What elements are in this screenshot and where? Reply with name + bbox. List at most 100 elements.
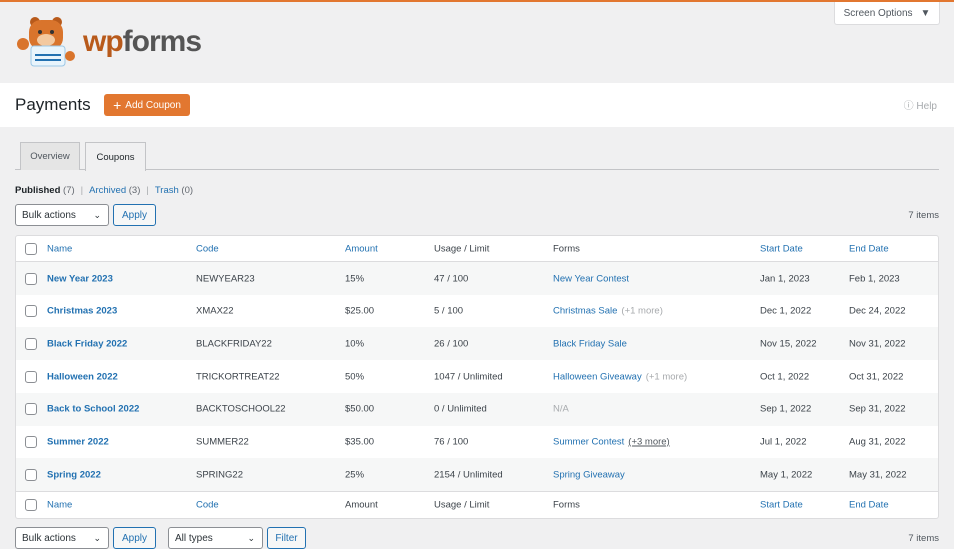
separator: | <box>80 185 84 196</box>
col-end-date[interactable]: End Date <box>849 499 889 511</box>
start-date: May 1, 2022 <box>760 469 813 481</box>
apply-button-top[interactable]: Apply <box>113 204 156 226</box>
items-count-top: 7 items <box>908 210 939 221</box>
types-select[interactable]: All types ⌄ <box>168 527 263 549</box>
filter-trash[interactable]: Trash <box>154 185 179 196</box>
col-amount[interactable]: Amount <box>345 243 378 254</box>
coupon-code: TRICKORTREAT22 <box>196 371 280 383</box>
form-link[interactable]: Summer Contest <box>553 436 625 448</box>
row-checkbox[interactable] <box>25 468 37 481</box>
coupon-amount: 15% <box>345 273 365 284</box>
col-end-date[interactable]: End Date <box>849 243 889 254</box>
screen-options-button[interactable]: Screen Options ▼ <box>834 2 940 25</box>
coupon-name-link[interactable]: Christmas 2023 <box>47 305 118 317</box>
end-date: Oct 31, 2022 <box>849 371 904 383</box>
coupon-usage: 1047 / Unlimited <box>434 371 503 383</box>
col-code[interactable]: Code <box>196 243 219 254</box>
coupon-name-link[interactable]: New Year 2023 <box>47 273 113 284</box>
bear-mascot-icon <box>17 17 75 67</box>
row-checkbox[interactable] <box>25 403 37 416</box>
table-row: Halloween 2022 TRICKORTREAT22 50% 1047 /… <box>16 360 938 393</box>
filter-archived[interactable]: Archived <box>89 185 127 196</box>
coupon-forms: Summer Contest (+3 more) <box>553 437 670 448</box>
row-checkbox[interactable] <box>25 337 37 350</box>
start-date: Dec 1, 2022 <box>760 305 812 317</box>
form-link[interactable]: New Year Contest <box>553 273 630 284</box>
bulk-actions-select-bottom[interactable]: Bulk actions ⌄ <box>15 527 109 549</box>
apply-button-bottom[interactable]: Apply <box>113 527 156 549</box>
form-link[interactable]: Black Friday Sale <box>553 338 627 350</box>
table-row: Back to School 2022 BACKTOSCHOOL22 $50.0… <box>16 392 938 426</box>
coupon-name-link[interactable]: Summer 2022 <box>47 436 109 448</box>
col-name[interactable]: Name <box>47 499 73 511</box>
table-row: Summer 2022 SUMMER22 $35.00 76 / 100 Sum… <box>16 426 938 459</box>
chevron-down-icon: ⌄ <box>93 532 101 543</box>
coupon-code: NEWYEAR23 <box>196 273 255 284</box>
status-filters: Published (7) | Archived (3) | Trash (0) <box>15 185 193 196</box>
help-link[interactable]: ⓘ Help <box>904 97 937 112</box>
help-icon: ⓘ <box>903 101 914 112</box>
end-date: Aug 31, 2022 <box>849 436 906 448</box>
col-start-date[interactable]: Start Date <box>760 499 803 511</box>
bulk-actions-select-top[interactable]: Bulk actions ⌄ <box>15 204 109 226</box>
wpforms-logo: wpforms <box>15 16 202 68</box>
end-date: Sep 31, 2022 <box>849 403 906 415</box>
table-row: Spring 2022 SPRING22 25% 2154 / Unlimite… <box>16 458 938 492</box>
more-forms: (+1 more) <box>645 371 688 383</box>
table-row: New Year 2023 NEWYEAR23 15% 47 / 100 New… <box>16 262 938 295</box>
coupon-forms: Christmas Sale (+1 more) <box>553 306 663 317</box>
table-header: Name Code Amount Usage / Limit Forms Sta… <box>16 236 938 262</box>
start-date: Nov 15, 2022 <box>760 338 817 350</box>
start-date: Jan 1, 2023 <box>760 273 810 284</box>
add-coupon-label: Add Coupon <box>125 99 181 111</box>
coupon-name-link[interactable]: Spring 2022 <box>47 469 101 481</box>
col-amount: Amount <box>345 499 378 511</box>
chevron-down-icon: ⌄ <box>247 532 255 543</box>
coupon-amount: $35.00 <box>345 436 375 448</box>
coupon-code: SUMMER22 <box>196 436 249 448</box>
coupon-usage: 76 / 100 <box>434 436 469 448</box>
row-checkbox[interactable] <box>25 370 37 383</box>
top-accent-bar <box>0 0 954 2</box>
select-all-checkbox[interactable] <box>25 242 37 255</box>
col-usage: Usage / Limit <box>434 499 490 511</box>
row-checkbox[interactable] <box>25 272 37 285</box>
coupon-usage: 47 / 100 <box>434 273 469 284</box>
coupon-name-link[interactable]: Black Friday 2022 <box>47 338 128 350</box>
coupon-amount: 50% <box>345 371 365 383</box>
coupon-usage: 26 / 100 <box>434 338 469 350</box>
row-checkbox[interactable] <box>25 436 37 448</box>
form-link[interactable]: Halloween Giveaway <box>553 371 642 383</box>
form-link: N/A <box>553 403 569 415</box>
coupon-name-link[interactable]: Back to School 2022 <box>47 403 140 415</box>
end-date: Dec 24, 2022 <box>849 305 906 317</box>
col-usage: Usage / Limit <box>434 243 490 254</box>
more-forms[interactable]: (+3 more) <box>628 436 670 448</box>
archived-count: (3) <box>128 185 141 196</box>
filter-button[interactable]: Filter <box>267 527 306 549</box>
add-coupon-button[interactable]: + Add Coupon <box>104 94 190 116</box>
tab-overview[interactable]: Overview <box>20 142 80 170</box>
end-date: Feb 1, 2023 <box>849 273 900 284</box>
form-link[interactable]: Spring Giveaway <box>553 469 625 481</box>
filter-published[interactable]: Published (7) <box>15 185 75 196</box>
col-name[interactable]: Name <box>47 243 73 254</box>
form-link[interactable]: Christmas Sale <box>553 305 618 317</box>
col-code[interactable]: Code <box>196 499 219 511</box>
coupon-usage: 0 / Unlimited <box>434 403 487 415</box>
coupon-code: BLACKFRIDAY22 <box>196 338 272 350</box>
more-forms: (+1 more) <box>621 305 663 317</box>
tab-bar: Overview Coupons <box>15 142 939 171</box>
col-start-date[interactable]: Start Date <box>760 243 803 254</box>
table-footer: Name Code Amount Usage / Limit Forms Sta… <box>16 491 938 518</box>
page-title: Payments <box>15 95 91 114</box>
coupon-name-link[interactable]: Halloween 2022 <box>47 371 118 383</box>
row-checkbox[interactable] <box>25 305 37 318</box>
tab-coupons[interactable]: Coupons <box>85 142 146 171</box>
separator: | <box>146 185 149 196</box>
coupon-amount: $25.00 <box>345 305 375 317</box>
coupon-amount: 25% <box>345 469 365 481</box>
select-all-checkbox-footer[interactable] <box>25 499 37 511</box>
start-date: Sep 1, 2022 <box>760 403 812 415</box>
trash-count: (0) <box>181 185 194 196</box>
